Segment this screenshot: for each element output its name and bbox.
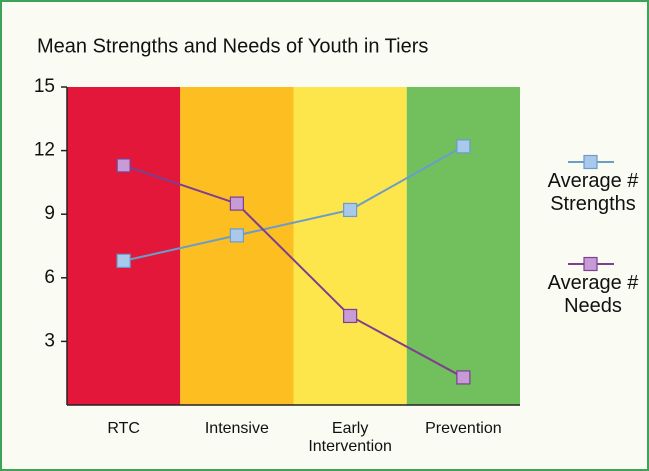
- series-line: [123, 164, 464, 379]
- marker: [229, 228, 244, 243]
- x-tick-label: Prevention: [425, 420, 502, 437]
- y-tick-label: 3: [44, 330, 55, 351]
- x-tick-label: Intensive: [204, 420, 269, 437]
- tier-band: [180, 87, 294, 405]
- marker: [456, 370, 471, 385]
- legend-marker: [583, 256, 598, 272]
- series-line: [123, 145, 464, 262]
- x-tick-label: Early Intervention: [308, 420, 392, 456]
- y-tick-label: 6: [44, 267, 55, 288]
- tier-band: [293, 87, 407, 405]
- y-tick-label: 9: [44, 203, 55, 224]
- tier-band: [406, 87, 520, 405]
- marker: [343, 308, 358, 324]
- legend-label: Average # Strengths: [547, 170, 639, 215]
- marker: [343, 202, 358, 218]
- legend-marker: [583, 154, 598, 170]
- x-tick-label: RTC: [107, 420, 140, 437]
- chart-title: Mean Strengths and Needs of Youth in Tie…: [37, 35, 428, 57]
- legend-label: Average # Needs: [547, 272, 639, 317]
- marker: [116, 253, 131, 268]
- marker: [456, 139, 471, 154]
- marker: [229, 196, 244, 211]
- y-tick-label: 15: [34, 76, 55, 97]
- tier-band: [67, 87, 181, 405]
- y-tick-label: 12: [34, 140, 55, 161]
- marker: [116, 158, 131, 173]
